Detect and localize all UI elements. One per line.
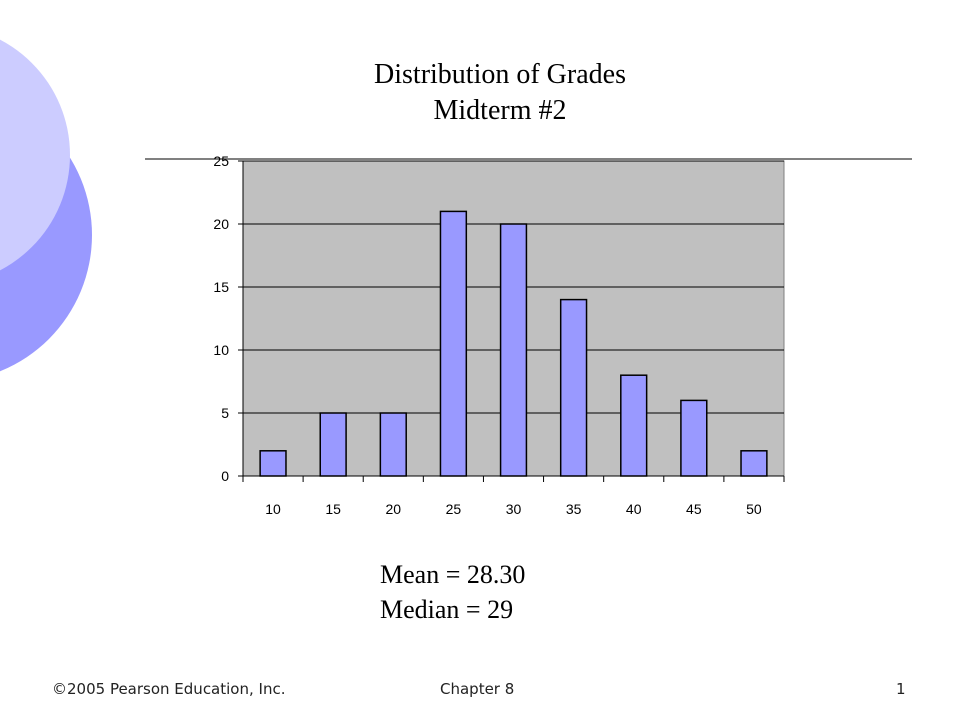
- bars: [259, 210, 768, 477]
- y-tick-label: 15: [213, 279, 229, 295]
- x-tick-label: 25: [446, 501, 462, 517]
- y-tick-label: 10: [213, 342, 229, 358]
- y-tick-label: 20: [213, 216, 229, 232]
- x-tick-label: 20: [385, 501, 401, 517]
- bar-30: [499, 223, 528, 477]
- chart-title-line1: Distribution of Grades: [374, 59, 626, 90]
- y-tick-label: 25: [213, 153, 229, 169]
- footer-page-number: 1: [896, 680, 906, 698]
- bar-25: [439, 210, 468, 477]
- bar-50: [740, 450, 768, 477]
- x-tick-label: 15: [325, 501, 341, 517]
- bar-40: [620, 374, 648, 477]
- footer-chapter: Chapter 8: [440, 680, 515, 698]
- bar-15: [319, 412, 347, 477]
- mean-stat: Mean = 28.30: [380, 560, 526, 589]
- x-tick-label: 45: [686, 501, 702, 517]
- bar-20: [379, 412, 407, 477]
- bar-35: [559, 298, 588, 477]
- decor-circle-light: [0, 39, 70, 271]
- median-stat: Median = 29: [380, 595, 514, 624]
- x-tick-label: 10: [265, 501, 281, 517]
- bar-10: [259, 450, 287, 477]
- y-tick-label: 5: [221, 405, 229, 421]
- x-tick-label: 50: [746, 501, 762, 517]
- x-tick-labels: 10 15 20 25 30 35 40 45 50: [265, 501, 762, 517]
- x-tick-label: 40: [626, 501, 642, 517]
- y-tick-label: 0: [221, 468, 229, 484]
- bar-45: [680, 399, 708, 477]
- chart-title-line2: Midterm #2: [433, 95, 567, 126]
- y-tick-labels: 0 5 10 15 20 25: [213, 153, 229, 484]
- x-tick-label: 35: [566, 501, 582, 517]
- x-tick-label: 30: [506, 501, 522, 517]
- footer-copyright: ©2005 Pearson Education, Inc.: [52, 680, 286, 698]
